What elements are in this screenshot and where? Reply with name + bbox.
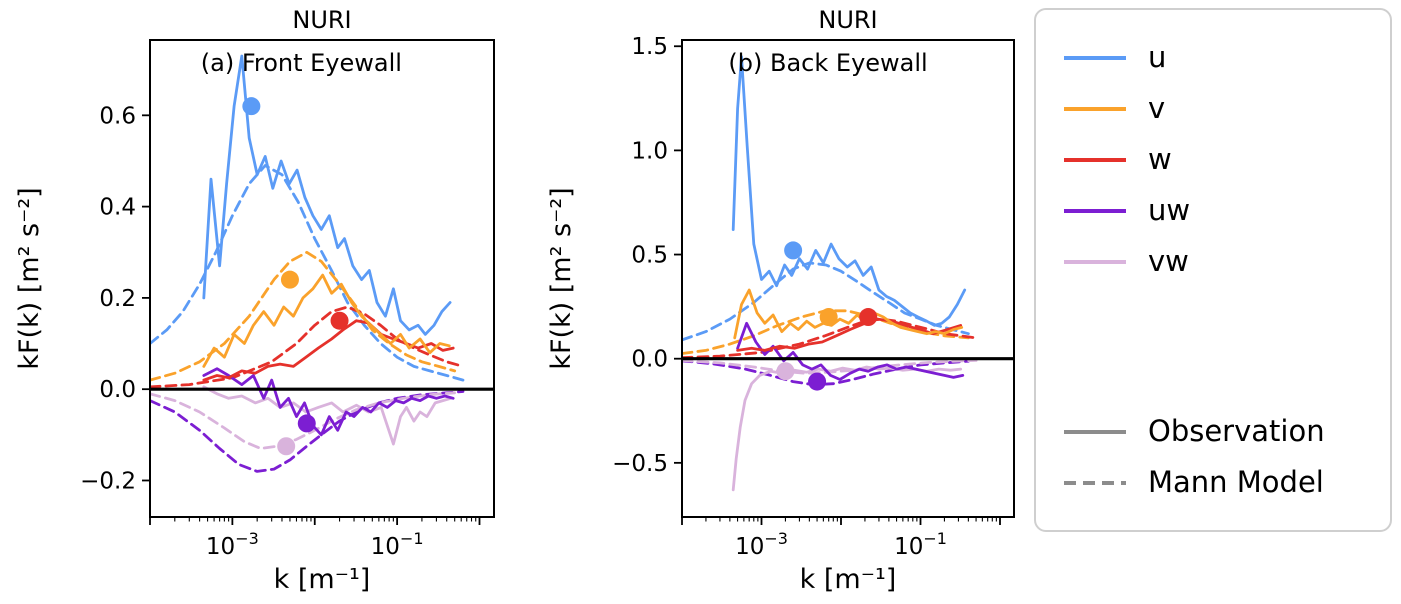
series-vw-mann: [682, 359, 978, 375]
back-eyewall-chart: 10−3 10−1 −0.5 0.0 0.5 1.0 1.5 NURI (b) Back Eye…: [546, 6, 1015, 595]
marker-u: [784, 241, 803, 260]
y-tick-label: 0.0: [631, 347, 668, 373]
marker-v: [280, 270, 299, 289]
series-v-obs: [733, 288, 964, 340]
legend-label-observation: Observation: [1148, 414, 1325, 448]
legend-label-mann-model: Mann Model: [1148, 465, 1324, 499]
legend-label-w: w: [1148, 142, 1172, 176]
y-tick-label: −0.5: [612, 451, 668, 477]
legend-item-mann-model: Mann Model: [1062, 468, 1364, 497]
y-tick-label: 0.5: [631, 243, 668, 269]
legend-label-uw: uw: [1148, 193, 1191, 227]
panel-annotation: (a) Front Eyewall: [201, 49, 402, 77]
legend-item-w: w: [1062, 145, 1364, 174]
y-tick-label: 1.0: [631, 138, 668, 164]
marker-uw: [808, 372, 827, 391]
marker-u: [242, 97, 261, 116]
legend-line-sample: [1064, 480, 1126, 485]
x-axis-label: k [m⁻¹]: [800, 564, 897, 595]
legend-style-group: Observation Mann Model: [1062, 406, 1364, 508]
marker-w: [330, 311, 349, 330]
legend-line-sample: [1064, 55, 1126, 60]
y-axis-label: kF(k) [m² s⁻²]: [546, 187, 577, 369]
x-tick-label: 10−1: [371, 529, 424, 560]
series-vw-obs: [202, 385, 453, 446]
x-axis-label: k [m⁻¹]: [274, 564, 371, 595]
plot-border: [149, 39, 495, 518]
legend-line-sample: [1064, 429, 1126, 434]
series-w-obs: [736, 317, 963, 352]
marker-uw: [297, 414, 316, 433]
legend-item-u: u: [1062, 43, 1364, 72]
legend-item-v: v: [1062, 94, 1364, 123]
y-tick-label: 0.6: [99, 103, 136, 129]
series-v-obs: [202, 273, 451, 368]
y-tick-label: 1.5: [631, 34, 668, 60]
chart-title: NURI: [292, 6, 351, 34]
series-uw-obs: [736, 321, 965, 381]
legend-line-sample: [1064, 208, 1126, 213]
y-tick-label: 0.0: [99, 377, 136, 403]
series-uw-obs: [202, 367, 455, 437]
legend-series-group: u v w uw vw: [1062, 32, 1364, 287]
x-tick-label: 10−3: [206, 529, 259, 560]
front-eyewall-chart: 10−3 10−1 −0.2 0.0 0.2 0.4 0.6 NURI (a) Front Ey…: [14, 6, 495, 595]
marker-vw: [776, 362, 795, 381]
legend-line-sample: [1064, 259, 1126, 264]
x-tick-label: 10−3: [735, 529, 788, 560]
x-tick-label: 10−1: [894, 529, 947, 560]
legend-item-observation: Observation: [1062, 417, 1364, 446]
legend-label-vw: vw: [1148, 244, 1189, 278]
series-u-obs: [202, 54, 452, 336]
series-u-mann: [150, 164, 465, 382]
series-vw-obs: [731, 365, 963, 492]
marker-vw: [277, 437, 296, 456]
series-vw-mann: [150, 391, 457, 450]
y-axis-label: kF(k) [m² s⁻²]: [14, 187, 45, 369]
legend-label-v: v: [1148, 91, 1166, 125]
y-tick-label: 0.4: [99, 195, 136, 221]
marker-w: [859, 308, 878, 327]
y-tick-label: 0.2: [99, 286, 136, 312]
series-u-obs: [731, 55, 967, 327]
legend-line-sample: [1064, 106, 1126, 111]
y-tick-label: −0.2: [80, 468, 136, 494]
legend-line-sample: [1064, 157, 1126, 162]
legend-label-u: u: [1148, 40, 1167, 74]
legend-item-vw: vw: [1062, 247, 1364, 276]
chart-title: NURI: [818, 6, 877, 34]
legend-box: u v w uw vw Observation: [1034, 8, 1392, 532]
series-uw-mann: [682, 359, 970, 387]
legend-item-uw: uw: [1062, 196, 1364, 225]
marker-v: [819, 308, 838, 327]
series-w-obs: [202, 319, 455, 382]
plot-border: [681, 39, 1015, 518]
panel-annotation: (b) Back Eyewall: [728, 49, 927, 77]
